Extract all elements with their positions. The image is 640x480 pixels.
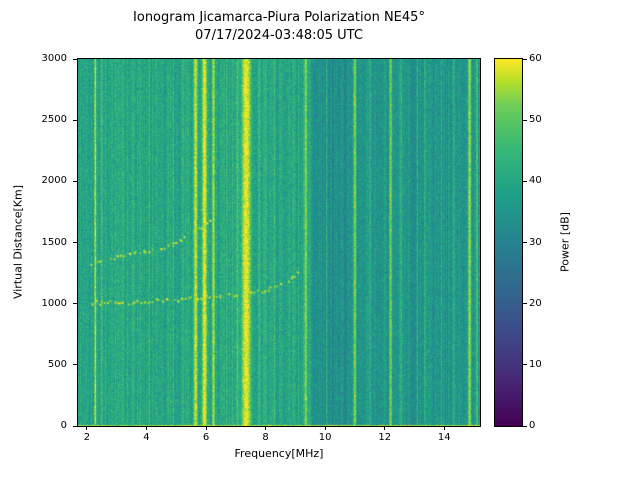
x-tick-label: 2: [83, 432, 91, 443]
chart-title-line1: Ionogram Jicamarca-Piura Polarization NE…: [133, 10, 425, 25]
x-tick-label: 4: [143, 432, 150, 443]
colorbar-tick: [523, 58, 527, 60]
chart-title: Ionogram Jicamarca-Piura Polarization NE…: [78, 9, 480, 45]
colorbar-tick: [523, 180, 527, 182]
y-tick-label: 1000: [41, 297, 67, 309]
colorbar-tick: [523, 303, 527, 305]
colorbar-tick-label: 20: [529, 297, 542, 309]
x-tick-label: 10: [318, 432, 332, 443]
y-tick-label: 500: [47, 358, 67, 370]
y-tick-label: 2500: [41, 114, 67, 126]
chart-title-line2: 07/17/2024-03:48:05 UTC: [195, 27, 363, 43]
colorbar-label: Power [dB]: [558, 212, 572, 272]
colorbar-tick: [523, 119, 527, 121]
colorbar-tick-label: 40: [529, 175, 542, 187]
colorbar-tick-label: 10: [529, 358, 542, 370]
colorbar-tick: [523, 364, 527, 366]
x-tick-label: 8: [262, 432, 269, 443]
x-tick-label: 12: [378, 432, 392, 443]
colorbar-tick-label: 0: [529, 420, 536, 431]
ionogram-heatmap: [77, 58, 481, 427]
y-tick-label: 2000: [41, 175, 67, 187]
y-axis-label: Virtual Distance[Km]: [11, 184, 25, 300]
x-tick-label: 6: [202, 432, 210, 443]
colorbar-tick-label: 50: [529, 114, 542, 126]
x-axis-label: Frequency[MHz]: [234, 447, 324, 460]
colorbar-tick-label: 60: [529, 53, 542, 64]
y-tick-label: 3000: [41, 53, 67, 64]
colorbar-tick-label: 30: [529, 236, 542, 248]
colorbar: [494, 58, 523, 427]
y-tick-label: 0: [60, 420, 67, 431]
colorbar-tick: [523, 242, 527, 243]
colorbar-tick: [523, 425, 527, 427]
y-tick-label: 1500: [41, 236, 67, 248]
x-tick-label: 14: [437, 432, 451, 443]
